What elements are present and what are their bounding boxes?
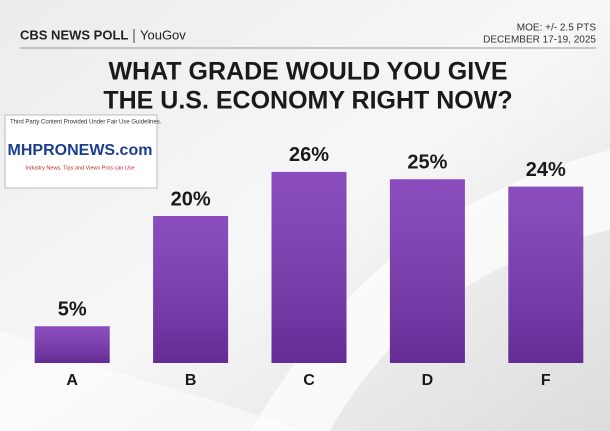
- bar-shade: [34, 326, 110, 363]
- value-label: 5%: [58, 299, 87, 321]
- value-label: 26%: [289, 144, 329, 166]
- x-tick-label: B: [185, 372, 197, 389]
- bar-shade: [271, 171, 347, 363]
- bar-shade: [153, 216, 229, 363]
- dates: DECEMBER 17-19, 2025: [483, 35, 596, 46]
- value-label: 24%: [526, 159, 566, 181]
- moe: MOE: +/- 2.5 PTS: [517, 23, 597, 34]
- watermark-notice: Third Party Content Provided Under Fair …: [10, 120, 162, 126]
- watermark: Third Party Content Provided Under Fair …: [4, 114, 162, 189]
- watermark-tagline: Industry News, Tips and Views Pros can U…: [25, 165, 134, 171]
- chart-title: WHAT GRADE WOULD YOU GIVE: [108, 58, 507, 86]
- bar-shade: [508, 186, 584, 363]
- brand: CBS NEWS POLL: [20, 27, 128, 42]
- x-tick-label: F: [541, 372, 551, 389]
- partner: YouGov: [140, 27, 186, 42]
- swoosh: [0, 330, 300, 431]
- watermark-logo: MHPRONEWS.com: [8, 142, 153, 159]
- x-tick-label: C: [303, 372, 315, 389]
- chart-title: THE U.S. ECONOMY RIGHT NOW?: [103, 87, 512, 115]
- x-tick-label: D: [422, 372, 434, 389]
- value-label: 20%: [171, 188, 211, 210]
- value-label: 25%: [407, 152, 447, 174]
- watermark-box: [4, 114, 158, 189]
- x-tick-label: A: [66, 372, 78, 389]
- bar-shade: [389, 179, 465, 363]
